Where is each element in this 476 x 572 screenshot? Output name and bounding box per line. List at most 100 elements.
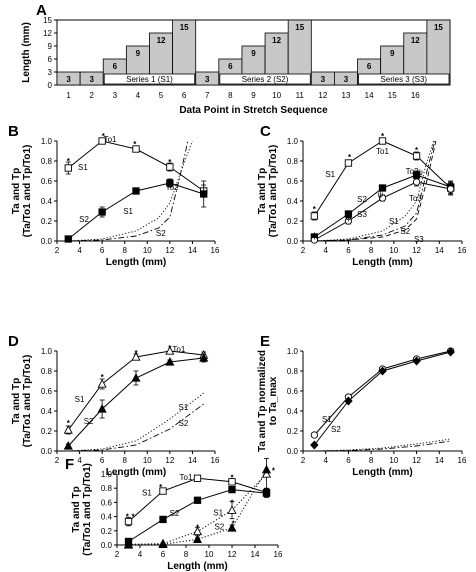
data-point — [193, 496, 202, 504]
annotation: * — [232, 520, 236, 529]
y-tick-label: 0.6 — [41, 387, 53, 396]
data-point — [199, 353, 209, 362]
x-tick-label: 8 — [122, 456, 127, 465]
x-tick-label: 14 — [188, 456, 197, 465]
passive-curve — [314, 140, 435, 242]
annotation: * — [168, 344, 172, 353]
annotation: S2 — [84, 417, 94, 426]
y-tick-label: 0.0 — [287, 447, 299, 456]
y-tick-label: 0.2 — [287, 217, 299, 226]
bar-value-label: 3 — [66, 75, 71, 84]
annotation: S1 — [213, 508, 223, 517]
data-point — [310, 431, 319, 439]
annotation: To3 — [409, 194, 422, 203]
x-tick-label: 8 — [369, 456, 374, 465]
x-tick-label: 6 — [100, 246, 105, 255]
bar — [287, 19, 312, 86]
annotation: To2 — [406, 167, 419, 176]
passive-curve — [68, 140, 189, 242]
y-tick-label: 0.0 — [41, 237, 53, 246]
y-tick-label: 6 — [48, 55, 53, 64]
annotation: S2 — [179, 419, 189, 428]
data-point — [64, 235, 72, 243]
annotation: S3 — [357, 210, 367, 219]
bar-value-label: 3 — [344, 75, 349, 84]
x-tick-label: 14 — [188, 246, 197, 255]
annotation: S1 — [78, 163, 88, 172]
annotation: To2 — [166, 183, 179, 192]
data-point — [98, 137, 106, 145]
annotation: S1 — [142, 488, 152, 497]
x-tick-label: 12 — [412, 456, 421, 465]
x-tick-label: 16 — [211, 246, 220, 255]
annotation: S2 — [357, 195, 367, 204]
annotation: S2 — [170, 509, 180, 518]
y-tick-label: 0.4 — [287, 407, 299, 416]
annotation: * — [348, 153, 352, 162]
annotation: S2 — [79, 215, 89, 224]
annotation: * — [381, 132, 385, 141]
data-point — [310, 212, 319, 220]
annotation: ψ — [377, 190, 383, 199]
annotation: * — [230, 474, 234, 483]
series-box-label: Series 2 (S2) — [242, 75, 289, 84]
data-point — [412, 356, 421, 366]
y-axis-label: (Ta/To1 and Tp/To1) — [22, 355, 33, 448]
y-tick-label: 1.0 — [101, 470, 113, 479]
x-tick-label: 11 — [296, 91, 305, 100]
annotation: To1 — [376, 147, 389, 156]
x-tick-label: 15 — [388, 91, 397, 100]
data-point — [344, 217, 353, 225]
series-box-label: Series 3 (S3) — [380, 75, 427, 84]
x-tick-label: 10 — [389, 246, 398, 255]
annotation: * — [101, 373, 105, 382]
x-tick-label: 8 — [184, 550, 189, 559]
data-point — [344, 396, 353, 406]
x-tick-label: 16 — [458, 246, 467, 255]
annotation: To1 — [180, 473, 193, 482]
x-tick-label: 4 — [77, 246, 82, 255]
passive-curve — [314, 438, 451, 452]
y-axis-label: Ta and Tp — [11, 378, 22, 424]
y-tick-label: 9 — [48, 42, 53, 51]
data-point — [262, 489, 271, 497]
x-tick-label: 16 — [274, 550, 283, 559]
data-point — [192, 534, 203, 543]
panel-label: C — [260, 123, 271, 140]
data-point — [378, 366, 387, 376]
data-point — [63, 441, 73, 450]
bar-value-label: 6 — [367, 62, 372, 71]
x-axis-label: Length (mm) — [352, 257, 413, 268]
data-point — [166, 163, 174, 171]
data-point — [165, 346, 175, 355]
x-tick-label: 1 — [66, 91, 71, 100]
x-axis-label: Length (mm) — [352, 467, 413, 478]
annotation: * — [67, 157, 71, 166]
annotation: S1 — [325, 170, 335, 179]
data-point — [228, 478, 236, 486]
annotation: * — [230, 498, 234, 507]
y-tick-label: 0.2 — [41, 427, 53, 436]
y-tick-label: 0.8 — [41, 157, 53, 166]
x-tick-label: 10 — [205, 550, 214, 559]
annotation: S2 — [214, 523, 224, 532]
annotation: * — [159, 483, 163, 492]
x-tick-label: 6 — [100, 456, 105, 465]
y-tick-label: 0.6 — [287, 177, 299, 186]
data-point — [131, 373, 141, 382]
annotation: ψ — [312, 231, 318, 240]
panel-label: E — [260, 333, 270, 350]
annotation: To1 — [104, 135, 117, 144]
data-point — [159, 515, 167, 524]
x-tick-label: 2 — [115, 550, 120, 559]
y-tick-label: 0.6 — [101, 498, 113, 507]
y-tick-label: 0.4 — [41, 407, 53, 416]
annotation: S2 — [156, 229, 166, 238]
x-tick-label: 12 — [165, 456, 174, 465]
passive-curve — [68, 403, 204, 452]
x-tick-label: 10 — [143, 456, 152, 465]
data-point — [227, 522, 237, 532]
panel-label: D — [8, 333, 19, 350]
annotation: ψ — [346, 213, 352, 222]
